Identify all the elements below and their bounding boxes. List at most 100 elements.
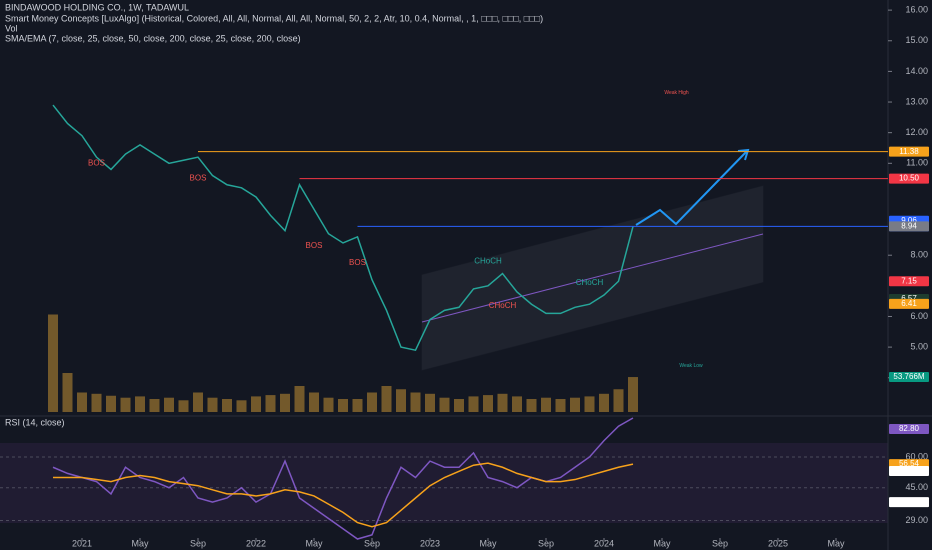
- volume-label: [889, 372, 929, 383]
- rsi-label-text: 82.80: [899, 424, 920, 433]
- title: BINDAWOOD HOLDING CO., 1W, TADAWUL: [5, 2, 189, 12]
- rsi-tick-label: 29.00: [905, 515, 928, 525]
- rsi-band: [0, 443, 888, 523]
- price-label: [889, 276, 929, 287]
- volume-bar: [599, 393, 609, 412]
- volume-bar: [541, 397, 551, 412]
- indicator: Smart Money Concepts [LuxAlgo] (Historic…: [5, 13, 543, 23]
- y-tick-label: 16.00: [905, 5, 928, 15]
- y-tick-label: 6.00: [910, 311, 928, 321]
- volume-bar: [193, 392, 203, 412]
- volume-bar: [149, 399, 160, 412]
- volume-bar: [222, 399, 232, 412]
- volume-bar: [338, 399, 348, 412]
- price-label-text: 9.06: [901, 216, 917, 225]
- rsi-ma-line: [53, 462, 634, 528]
- y-tick-label: 14.00: [905, 66, 928, 76]
- volume-bar: [62, 373, 73, 412]
- volume-bar: [294, 386, 305, 412]
- annotation: CHoCH: [489, 301, 517, 310]
- rsi-label-text: 38.01: [899, 497, 920, 506]
- volume-bar: [77, 392, 87, 412]
- volume-bar: [236, 400, 247, 412]
- level-label: [889, 146, 929, 157]
- x-tick-label: May: [653, 538, 671, 548]
- x-tick-label: 2022: [246, 538, 266, 548]
- rsi-label: [889, 424, 929, 434]
- x-tick-label: Sep: [364, 538, 380, 548]
- x-tick-label: May: [827, 538, 845, 548]
- projection-arrow: [635, 149, 749, 226]
- x-tick-label: Sep: [712, 538, 728, 548]
- rsi-label-text: 56.54: [899, 459, 920, 468]
- annotation: BOS: [349, 258, 366, 267]
- x-tick-label: May: [479, 538, 497, 548]
- price-label-text: 7.15: [901, 276, 917, 285]
- rsi-label: [889, 466, 929, 477]
- price-label-text: 8.94: [901, 222, 917, 231]
- volume-bar: [468, 396, 479, 412]
- volume-bar: [135, 396, 145, 412]
- annotation: BOS: [306, 241, 323, 250]
- volume-bar: [207, 397, 218, 412]
- volume-bar: [381, 386, 392, 412]
- x-tick-label: May: [131, 538, 149, 548]
- volume-bar: [367, 392, 377, 412]
- indicator: SMA/EMA (7, close, 25, close, 50, close,…: [5, 33, 301, 43]
- volume-bar: [497, 393, 508, 412]
- volume-bar: [251, 396, 261, 412]
- level-label-text: 10.50: [899, 174, 920, 183]
- price-line: [52, 104, 634, 352]
- arrow-head: [737, 148, 750, 161]
- volume-bar: [628, 377, 638, 412]
- volume-bar: [555, 399, 566, 412]
- volume-bar: [265, 395, 276, 412]
- volume-bar: [570, 397, 580, 412]
- annotation: Weak High: [664, 90, 689, 96]
- volume-label-text: 53.766M: [893, 372, 924, 381]
- y-tick-label: 15.00: [905, 35, 928, 45]
- y-tick-label: 11.00: [906, 158, 928, 168]
- rsi-title: RSI (14, close): [5, 417, 65, 427]
- volume-bar: [164, 397, 174, 412]
- indicator: Vol: [5, 23, 18, 33]
- price-label-text: 6.57: [901, 294, 917, 303]
- level-label: [889, 173, 929, 184]
- volume-bar: [483, 395, 493, 412]
- volume-bar: [106, 395, 116, 412]
- volume-bar: [613, 389, 624, 412]
- x-tick-label: 2025: [768, 538, 788, 548]
- annotation: Weak Low: [679, 363, 703, 369]
- volume-bar: [454, 399, 464, 412]
- x-tick-label: Sep: [190, 538, 206, 548]
- price-label-text: 6.41: [901, 299, 917, 308]
- y-tick-label: 12.00: [905, 127, 928, 137]
- price-label: [889, 298, 929, 309]
- annotation: BOS: [88, 158, 105, 167]
- channel-mid: [421, 233, 764, 323]
- x-tick-label: 2024: [594, 538, 614, 548]
- x-tick-label: 2021: [72, 538, 92, 548]
- volume-bar: [410, 392, 421, 412]
- annotation: CHoCH: [576, 278, 604, 287]
- volume-bar: [280, 393, 290, 412]
- y-tick-label: 8.00: [910, 250, 928, 260]
- x-tick-label: 2023: [420, 538, 440, 548]
- volume-bar: [425, 393, 435, 412]
- rsi-tick-label: 45.00: [905, 482, 928, 492]
- volume-bar: [178, 400, 189, 412]
- volume-bar: [91, 393, 102, 412]
- x-tick-label: Sep: [538, 538, 554, 548]
- volume-bar: [309, 392, 319, 412]
- rsi-tick-label: 60.00: [905, 451, 928, 461]
- volume-bar: [396, 389, 406, 412]
- annotation: CHoCH: [474, 256, 502, 265]
- volume-bar: [439, 397, 450, 412]
- level-label-text: 11.38: [899, 147, 919, 156]
- price-label: [889, 221, 929, 232]
- volume-bar: [512, 396, 522, 412]
- annotation: BOS: [190, 174, 207, 183]
- rsi-label: [889, 497, 929, 508]
